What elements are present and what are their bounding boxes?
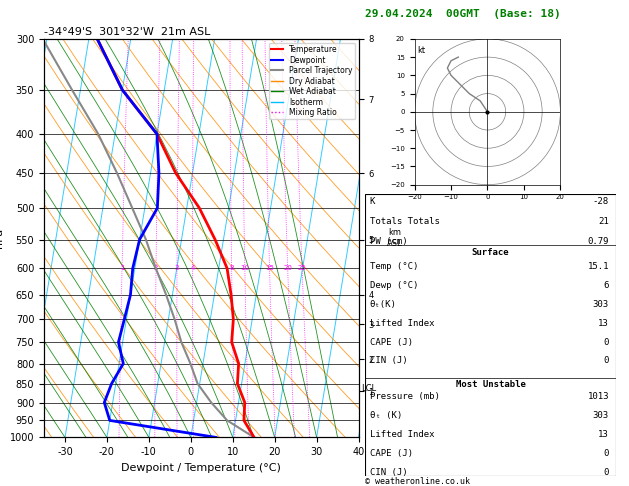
Y-axis label: hPa: hPa	[0, 228, 4, 248]
Text: © weatheronline.co.uk: © weatheronline.co.uk	[365, 477, 470, 486]
Text: Lifted Index: Lifted Index	[370, 430, 435, 439]
Text: 303: 303	[593, 300, 609, 309]
Text: 25: 25	[298, 265, 306, 271]
Text: Surface: Surface	[472, 248, 509, 257]
Text: Temp (°C): Temp (°C)	[370, 262, 418, 271]
Text: CAPE (J): CAPE (J)	[370, 449, 413, 458]
Text: 303: 303	[593, 411, 609, 420]
Text: 1013: 1013	[587, 392, 609, 401]
Text: CIN (J): CIN (J)	[370, 468, 408, 477]
Text: 13: 13	[598, 319, 609, 328]
Text: Lifted Index: Lifted Index	[370, 319, 435, 328]
Text: 6: 6	[603, 281, 609, 290]
Text: Pressure (mb): Pressure (mb)	[370, 392, 440, 401]
Text: 3: 3	[175, 265, 179, 271]
Text: 15.1: 15.1	[587, 262, 609, 271]
Text: LCL: LCL	[360, 384, 376, 393]
Text: 1: 1	[120, 265, 125, 271]
Text: 2: 2	[154, 265, 158, 271]
Text: 15: 15	[265, 265, 274, 271]
Text: 0: 0	[603, 468, 609, 477]
Text: kt: kt	[418, 46, 426, 55]
Text: CAPE (J): CAPE (J)	[370, 338, 413, 347]
Y-axis label: km
ASL: km ASL	[387, 228, 403, 248]
Text: 20: 20	[283, 265, 292, 271]
Text: 8: 8	[230, 265, 234, 271]
Text: θₜ (K): θₜ (K)	[370, 411, 402, 420]
Text: 4: 4	[190, 265, 194, 271]
Text: Totals Totals: Totals Totals	[370, 217, 440, 226]
Legend: Temperature, Dewpoint, Parcel Trajectory, Dry Adiabat, Wet Adiabat, Isotherm, Mi: Temperature, Dewpoint, Parcel Trajectory…	[269, 43, 355, 120]
Text: 21: 21	[598, 217, 609, 226]
Text: 13: 13	[598, 430, 609, 439]
Text: 10: 10	[240, 265, 249, 271]
Text: 0: 0	[603, 338, 609, 347]
Text: 0.79: 0.79	[587, 237, 609, 246]
Text: PW (cm): PW (cm)	[370, 237, 408, 246]
Text: -34°49'S  301°32'W  21m ASL: -34°49'S 301°32'W 21m ASL	[44, 27, 211, 37]
Text: K: K	[370, 197, 376, 206]
Text: Most Unstable: Most Unstable	[455, 380, 526, 389]
Text: -28: -28	[593, 197, 609, 206]
Text: 29.04.2024  00GMT  (Base: 18): 29.04.2024 00GMT (Base: 18)	[365, 9, 560, 19]
Text: 0: 0	[603, 357, 609, 365]
Text: θₜ(K): θₜ(K)	[370, 300, 397, 309]
Text: CIN (J): CIN (J)	[370, 357, 408, 365]
X-axis label: Dewpoint / Temperature (°C): Dewpoint / Temperature (°C)	[121, 463, 281, 473]
Text: 0: 0	[603, 449, 609, 458]
Text: Dewp (°C): Dewp (°C)	[370, 281, 418, 290]
